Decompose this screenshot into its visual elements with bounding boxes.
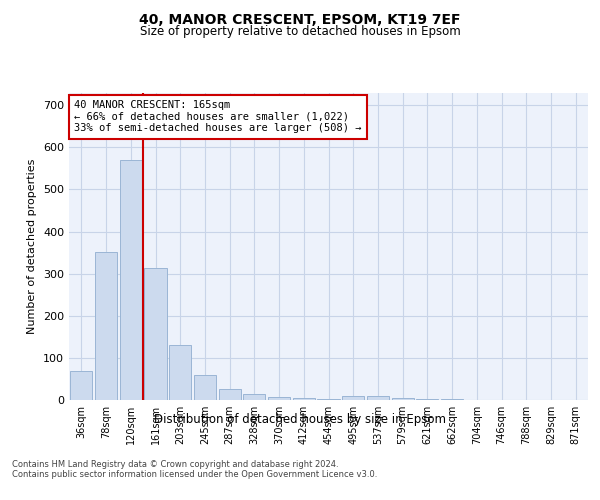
- Text: Distribution of detached houses by size in Epsom: Distribution of detached houses by size …: [154, 412, 446, 426]
- Bar: [342, 396, 364, 400]
- Text: 40 MANOR CRESCENT: 165sqm
← 66% of detached houses are smaller (1,022)
33% of se: 40 MANOR CRESCENT: 165sqm ← 66% of detac…: [74, 100, 362, 134]
- Text: Contains HM Land Registry data © Crown copyright and database right 2024.
Contai: Contains HM Land Registry data © Crown c…: [12, 460, 377, 479]
- Bar: [218, 390, 241, 400]
- Bar: [293, 398, 315, 400]
- Bar: [367, 396, 389, 400]
- Bar: [119, 160, 142, 400]
- Bar: [268, 396, 290, 400]
- Bar: [169, 345, 191, 400]
- Text: Size of property relative to detached houses in Epsom: Size of property relative to detached ho…: [140, 25, 460, 38]
- Bar: [317, 398, 340, 400]
- Text: 40, MANOR CRESCENT, EPSOM, KT19 7EF: 40, MANOR CRESCENT, EPSOM, KT19 7EF: [139, 12, 461, 26]
- Y-axis label: Number of detached properties: Number of detached properties: [28, 158, 37, 334]
- Bar: [392, 398, 414, 400]
- Bar: [95, 252, 117, 400]
- Bar: [416, 398, 439, 400]
- Bar: [194, 374, 216, 400]
- Bar: [70, 372, 92, 400]
- Bar: [145, 268, 167, 400]
- Bar: [441, 399, 463, 400]
- Bar: [243, 394, 265, 400]
